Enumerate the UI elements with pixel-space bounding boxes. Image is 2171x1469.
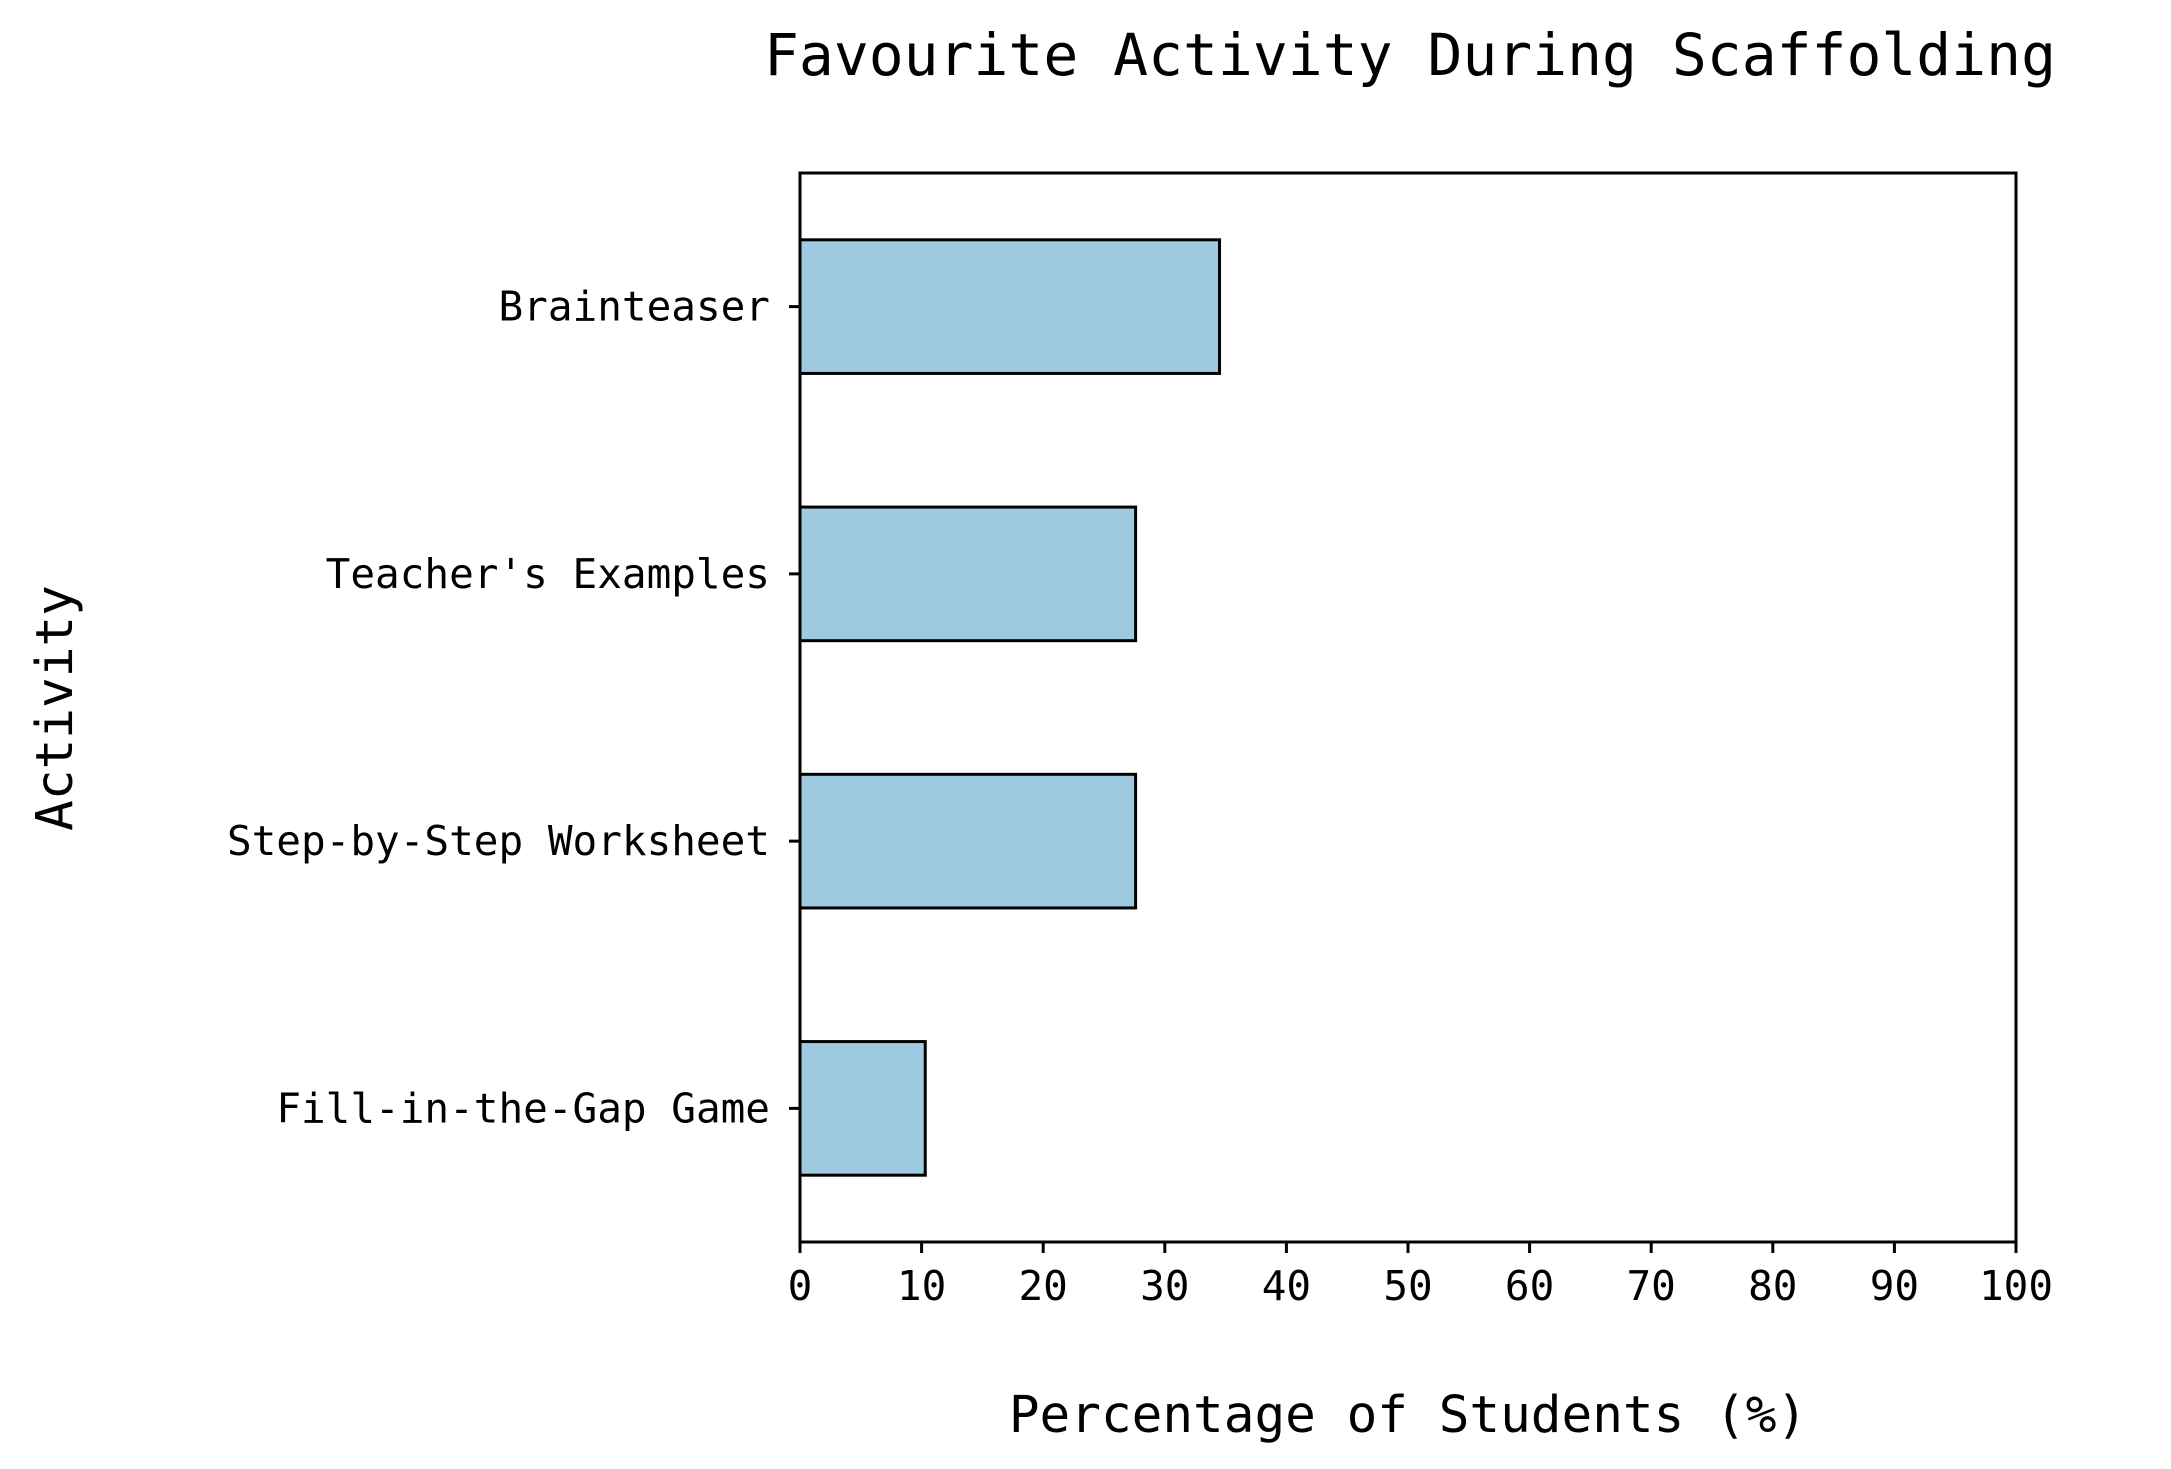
plot-area-frame — [798, 171, 2018, 1244]
x-tick-label: 30 — [1140, 1262, 1189, 1310]
x-tick-label: 10 — [897, 1262, 946, 1310]
chart-title: Favourite Activity During Scaffolding — [764, 21, 2056, 89]
x-tick-label: 20 — [1019, 1262, 1068, 1310]
x-tick-label: 70 — [1627, 1262, 1676, 1310]
x-tick-label: 90 — [1870, 1262, 1919, 1310]
x-tick-label: 60 — [1505, 1262, 1554, 1310]
bar — [798, 772, 1138, 910]
bar — [798, 1040, 927, 1177]
x-tick-label: 0 — [788, 1262, 813, 1310]
y-tick-label: Teacher's Examples — [326, 550, 770, 598]
x-axis-label: Percentage of Students (%) — [1009, 1386, 1807, 1445]
x-tick-label: 40 — [1262, 1262, 1311, 1310]
bars-layer — [798, 238, 1222, 1177]
y-tick-label: Step-by-Step Worksheet — [227, 817, 770, 865]
x-tick-label: 100 — [1979, 1262, 2053, 1310]
bar — [798, 505, 1138, 643]
x-tick-label: 80 — [1748, 1262, 1797, 1310]
bar — [798, 238, 1222, 375]
y-tick-label: Fill-in-the-Gap Game — [276, 1084, 770, 1132]
x-ticks-layer: 0 10 20 30 40 50 60 70 80 90 100 — [788, 1242, 2053, 1310]
y-tick-label: Brainteaser — [498, 283, 770, 331]
x-tick-label: 50 — [1383, 1262, 1432, 1310]
y-axis-label: Activity — [26, 585, 85, 831]
y-ticks-layer: Brainteaser Teacher's Examples Step-by-Ste… — [227, 283, 800, 1132]
